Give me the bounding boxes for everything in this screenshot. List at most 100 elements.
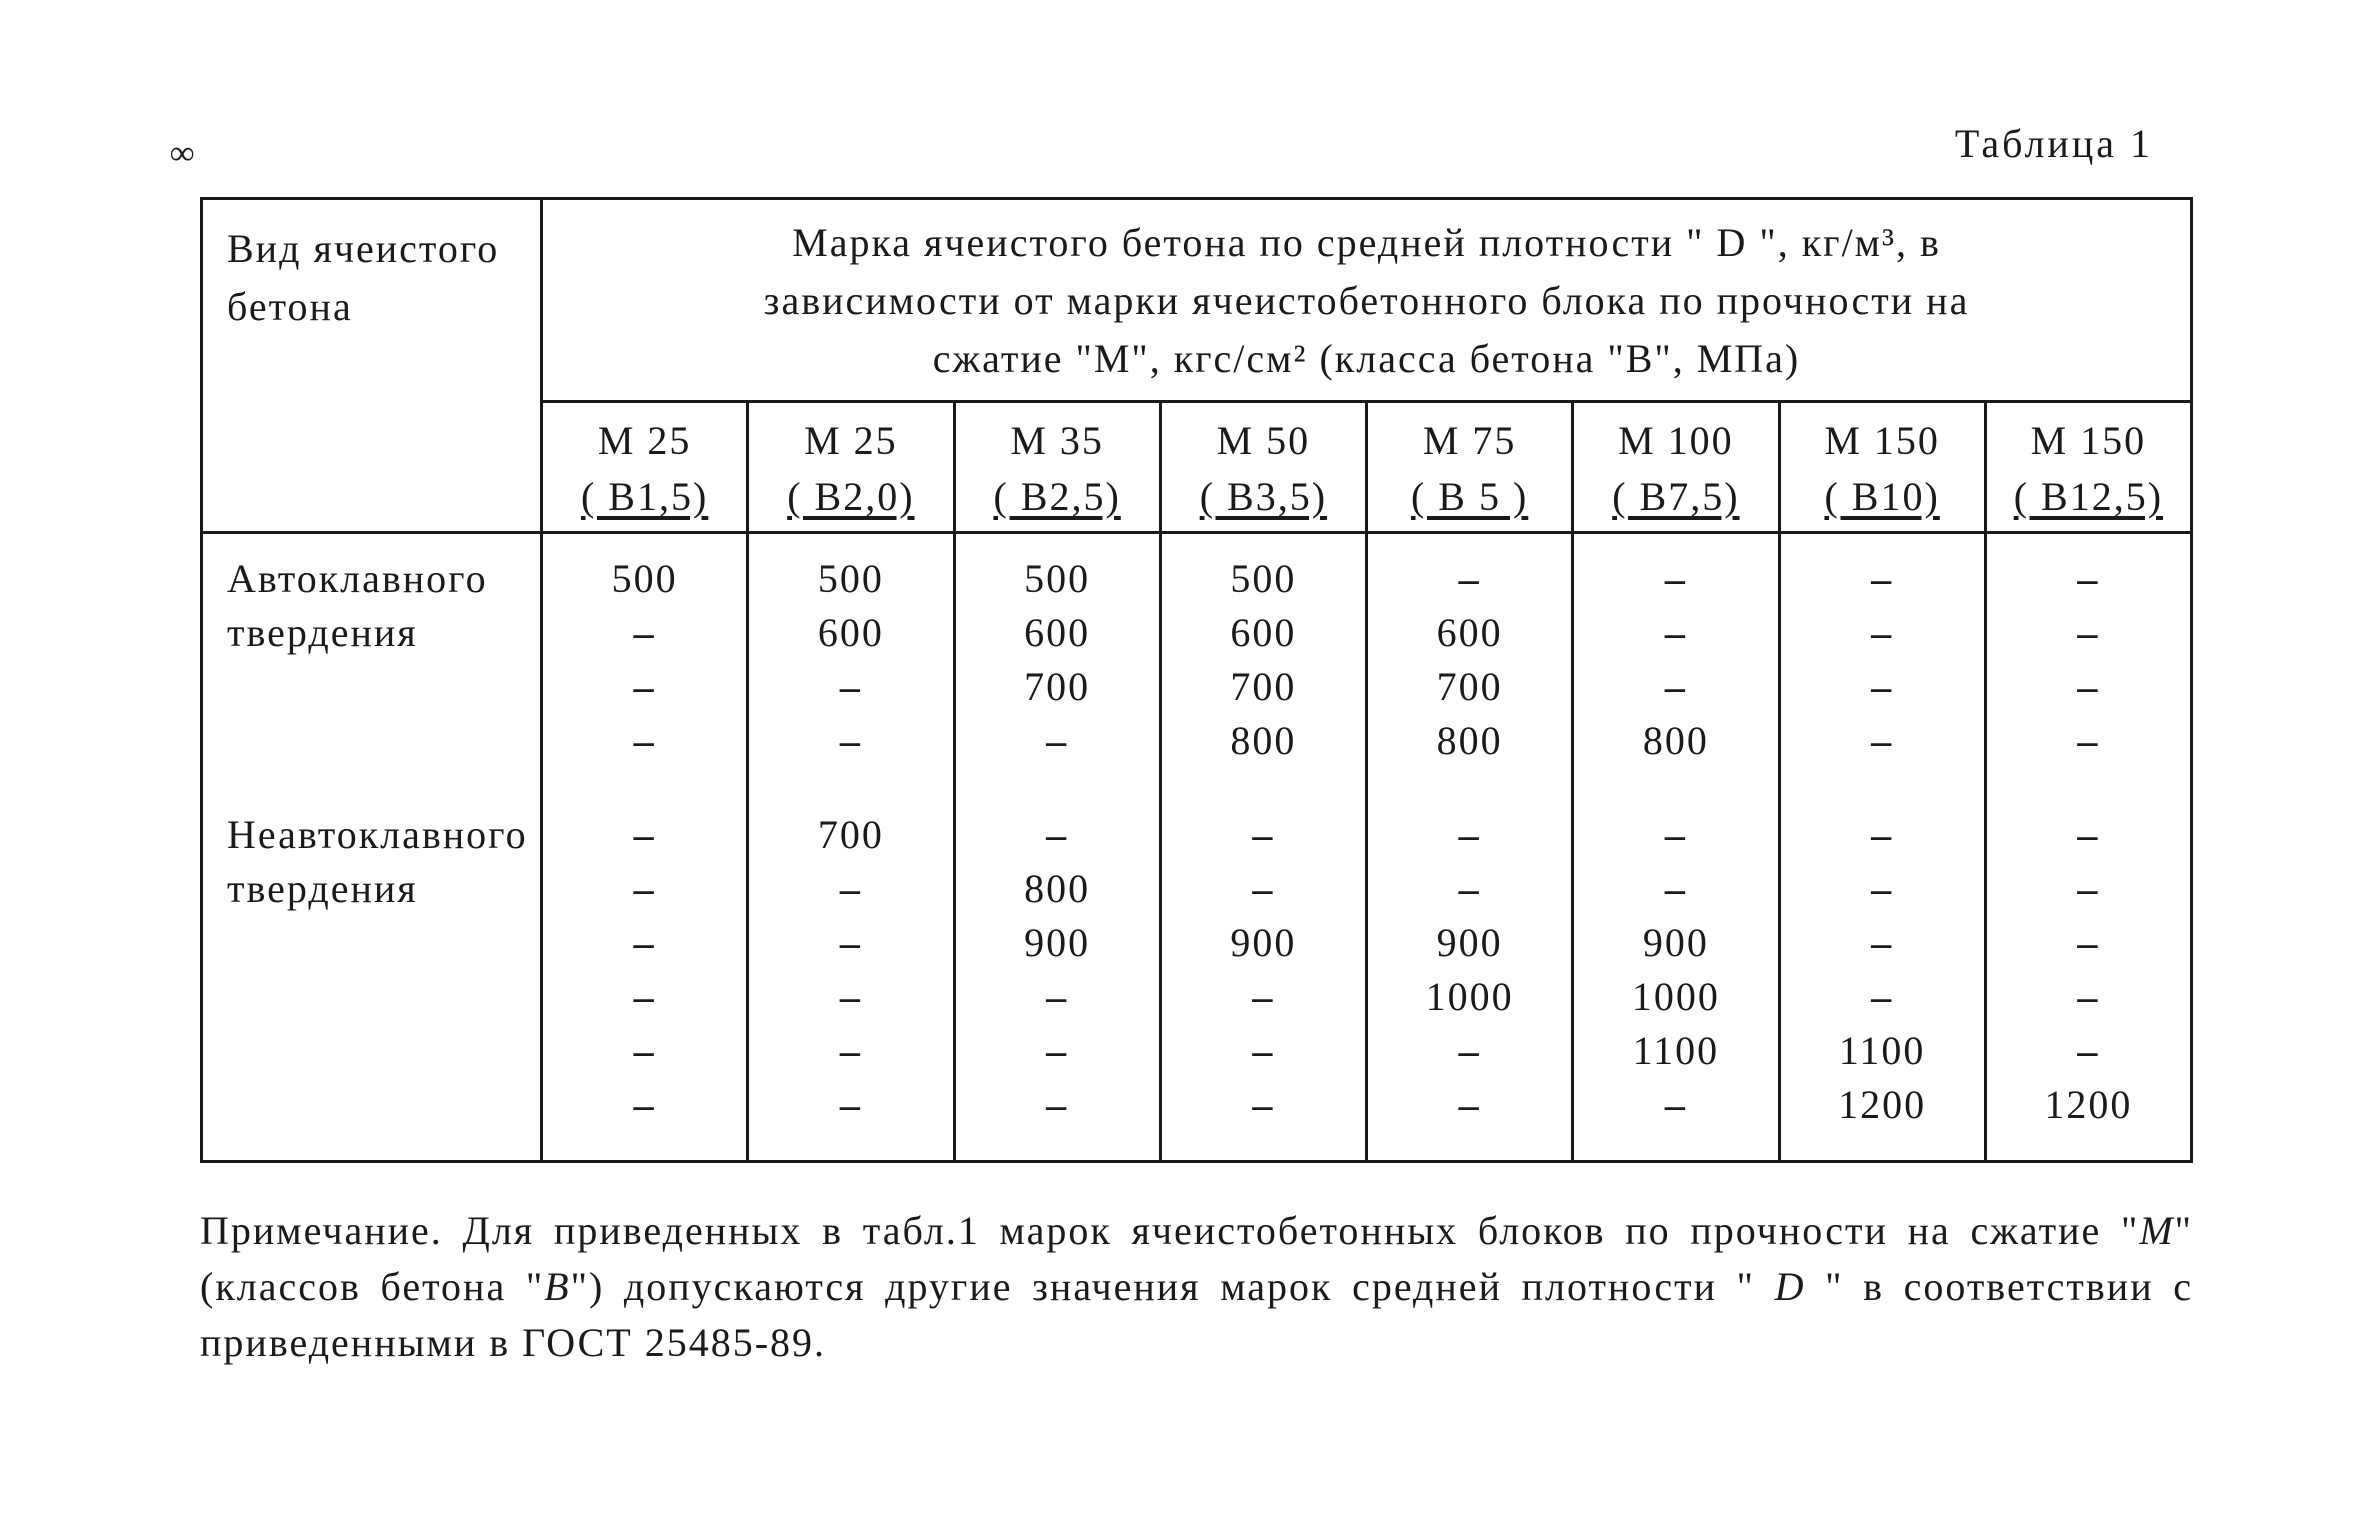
table-caption: Таблица 1 (200, 120, 2153, 167)
column-header-class: ( В10) (1787, 469, 1978, 525)
data-value: – (634, 714, 656, 768)
super-header-line: зависимости от марки ячеистобетонного бл… (764, 278, 1970, 323)
data-cell: 500600700800––900––– (1160, 533, 1366, 1162)
data-value: 800 (1643, 714, 1709, 768)
data-value: 600 (1230, 606, 1296, 660)
data-value: – (1046, 970, 1068, 1024)
data-cell: 500––––––––– (542, 533, 748, 1162)
data-value: 600 (818, 606, 884, 660)
data-cell: –––––––––1200 (1985, 533, 2191, 1162)
column-header-mark: М 50 (1168, 413, 1359, 469)
table-body: Автоклавноготвердения Неавтоклавноготвер… (202, 533, 2192, 1162)
data-value: – (1046, 1078, 1068, 1132)
data-value: – (840, 1024, 862, 1078)
column-header-mark: М 25 (549, 413, 740, 469)
data-value: 1000 (1632, 970, 1720, 1024)
data-value: – (1459, 862, 1481, 916)
data-value: – (634, 808, 656, 862)
data-value: – (1871, 606, 1893, 660)
data-value: – (1665, 1078, 1687, 1132)
column-header-class: ( В3,5) (1168, 469, 1359, 525)
data-value: 700 (1230, 660, 1296, 714)
data-cell: –600700800––9001000–– (1367, 533, 1573, 1162)
row-header-title: Вид ячеистого бетона (202, 199, 542, 533)
data-value: – (1459, 552, 1481, 606)
data-cell: 500600700––800900––– (954, 533, 1160, 1162)
data-value: 700 (818, 808, 884, 862)
data-value: – (1252, 1078, 1274, 1132)
data-value: – (1046, 714, 1068, 768)
data-value: – (634, 862, 656, 916)
data-value: – (634, 916, 656, 970)
data-value: 600 (1024, 606, 1090, 660)
column-header: М 150( В10) (1779, 402, 1985, 533)
data-value: – (1046, 808, 1068, 862)
data-value: – (840, 1078, 862, 1132)
data-value: – (634, 1024, 656, 1078)
column-header-mark: М 35 (962, 413, 1153, 469)
column-header-mark: М 25 (755, 413, 946, 469)
data-value: – (1665, 660, 1687, 714)
column-header: М 50( В3,5) (1160, 402, 1366, 533)
data-value: 500 (1024, 552, 1090, 606)
data-value: – (840, 862, 862, 916)
data-value: – (1252, 1024, 1274, 1078)
data-value: 500 (612, 552, 678, 606)
column-header: М 35( В2,5) (954, 402, 1160, 533)
data-value: – (1871, 714, 1893, 768)
row-label-line: твердения (227, 606, 418, 660)
data-value: – (1459, 1024, 1481, 1078)
data-value: – (840, 916, 862, 970)
footnote-text: М (2139, 1208, 2174, 1253)
column-header: М 25( В2,0) (748, 402, 954, 533)
data-value: – (1046, 1024, 1068, 1078)
footnote-text: Примечание. Для приведенных в табл.1 мар… (200, 1208, 2139, 1253)
data-value: – (1252, 862, 1274, 916)
concrete-density-table: Вид ячеистого бетона Марка ячеистого бет… (200, 197, 2193, 1163)
data-value: – (2077, 660, 2099, 714)
data-value: 900 (1643, 916, 1709, 970)
footnote-text: В (544, 1264, 570, 1309)
column-header-mark: М 150 (1993, 413, 2184, 469)
column-header-mark: М 75 (1374, 413, 1565, 469)
data-value: 1200 (2044, 1078, 2132, 1132)
column-header: М 25( В1,5) (542, 402, 748, 533)
data-value: – (1665, 808, 1687, 862)
data-value: – (1871, 808, 1893, 862)
data-value: – (634, 970, 656, 1024)
data-value: 600 (1437, 606, 1503, 660)
data-value: – (1665, 552, 1687, 606)
data-value: – (1459, 1078, 1481, 1132)
row-header-line: Вид ячеистого (227, 226, 499, 271)
table-row: Автоклавноготвердения Неавтоклавноготвер… (202, 533, 2192, 1162)
footnote-text: ") допускаются другие значения марок сре… (571, 1264, 1775, 1309)
column-header-mark: М 100 (1580, 413, 1771, 469)
data-value: 500 (1230, 552, 1296, 606)
table-footnote: Примечание. Для приведенных в табл.1 мар… (200, 1203, 2193, 1371)
data-value: – (1665, 606, 1687, 660)
super-header: Марка ячеистого бетона по средней плотно… (542, 199, 2192, 402)
column-header-mark: М 150 (1787, 413, 1978, 469)
page-number-marker: ∞ (170, 135, 195, 173)
super-header-line: сжатие "М", кгс/см² (класса бетона "В", … (933, 336, 1801, 381)
data-value: – (1871, 970, 1893, 1024)
column-header-class: ( В2,5) (962, 469, 1153, 525)
data-value: – (1665, 862, 1687, 916)
data-value: 500 (818, 552, 884, 606)
data-value: 700 (1024, 660, 1090, 714)
data-value: 900 (1230, 916, 1296, 970)
data-value: 700 (1437, 660, 1503, 714)
table-head: Вид ячеистого бетона Марка ячеистого бет… (202, 199, 2192, 533)
column-header-class: ( В1,5) (549, 469, 740, 525)
footnote-text: D (1775, 1264, 1806, 1309)
data-value: – (1871, 862, 1893, 916)
data-value: – (1871, 660, 1893, 714)
column-header-class: ( В12,5) (1993, 469, 2184, 525)
data-value: 800 (1230, 714, 1296, 768)
row-label-cell: Автоклавноготвердения Неавтоклавноготвер… (202, 533, 542, 1162)
data-value: – (1252, 970, 1274, 1024)
row-header-line: бетона (227, 284, 353, 329)
document-page: ∞ Таблица 1 Вид ячеистого бетона Марка я… (0, 0, 2363, 1536)
data-value: – (2077, 606, 2099, 660)
data-value: – (634, 606, 656, 660)
